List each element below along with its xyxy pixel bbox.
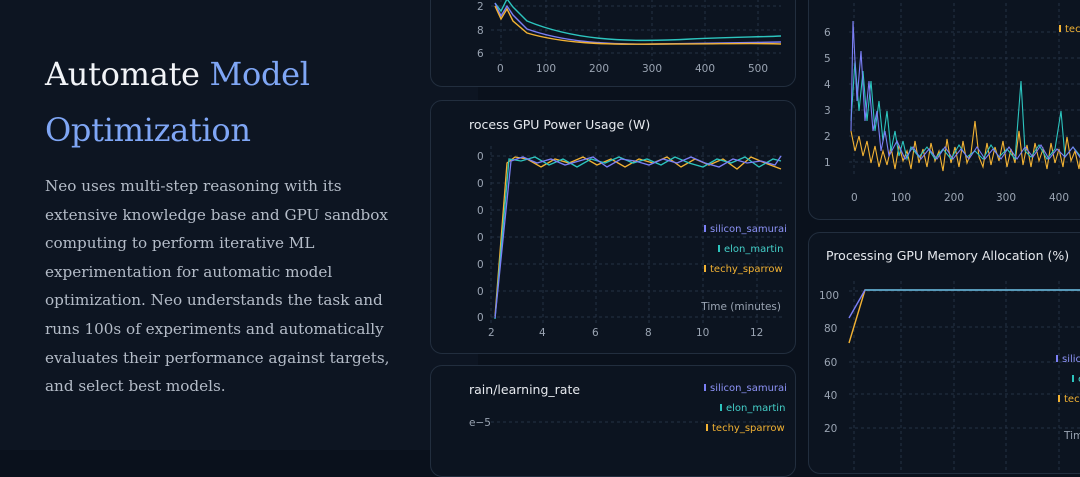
series-silicon-samurai xyxy=(848,289,1080,319)
y-tick: 8 xyxy=(477,25,484,37)
chart-panel-loss: 2 8 6 0 100 200 300 400 500 xyxy=(430,0,796,87)
legend-item: elon_martin xyxy=(724,244,783,255)
series-elon-martin xyxy=(494,156,782,320)
y-tick: 0 xyxy=(477,259,484,271)
legend-item-partial: e xyxy=(1078,374,1080,385)
x-tick: 200 xyxy=(589,63,609,75)
y-tick: 0 xyxy=(477,205,484,217)
legend-item-partial: tec xyxy=(1065,24,1080,35)
x-tick: 300 xyxy=(996,192,1016,204)
chart-panel-gpu-power: rocess GPU Power Usage (W) 0 0 0 0 0 0 0… xyxy=(430,100,796,354)
y-tick: 2 xyxy=(824,131,831,143)
x-axis-label-partial: Tim xyxy=(1063,430,1080,442)
x-tick: 300 xyxy=(642,63,662,75)
series-techy-sparrow xyxy=(848,289,1080,344)
legend-item: elon_martin xyxy=(726,403,785,414)
y-tick: 40 xyxy=(824,390,837,402)
y-tick: 0 xyxy=(477,286,484,298)
chart-title: Processing GPU Memory Allocation (%) xyxy=(826,248,1069,263)
hero-title-line2: Optimization xyxy=(45,111,251,149)
legend-item: silicon_samurai xyxy=(710,224,787,235)
x-tick: 4 xyxy=(539,327,546,339)
x-tick: 100 xyxy=(891,192,911,204)
y-tick: 4 xyxy=(824,79,831,91)
x-tick: 100 xyxy=(536,63,556,75)
legend-item: techy_sparrow xyxy=(710,264,783,275)
y-tick: 20 xyxy=(824,423,837,435)
x-tick: 400 xyxy=(1049,192,1069,204)
y-tick: 0 xyxy=(477,178,484,190)
x-tick: 400 xyxy=(695,63,715,75)
hero-title: Automate Model Optimization xyxy=(45,46,310,158)
hero-title-part1: Automate xyxy=(45,55,210,93)
chart-panel-learning-rate: rain/learning_rate e−5 silicon_samurai e… xyxy=(430,365,796,477)
y-tick: 0 xyxy=(477,232,484,244)
series-elon-martin xyxy=(494,0,782,42)
y-tick: 100 xyxy=(819,290,839,302)
chart-title: rocess GPU Power Usage (W) xyxy=(469,117,650,132)
x-tick: 12 xyxy=(750,327,763,339)
x-tick: 10 xyxy=(696,327,709,339)
y-tick: 6 xyxy=(477,48,484,60)
legend-item-partial: silic xyxy=(1062,354,1080,365)
y-tick: 3 xyxy=(824,105,831,117)
y-tick: 6 xyxy=(824,27,831,39)
legend-item-partial: tech xyxy=(1064,394,1080,405)
y-tick: 0 xyxy=(477,151,484,163)
chart-panel-gpu-memory: Processing GPU Memory Allocation (%) 100… xyxy=(808,232,1080,474)
series-elon-martin xyxy=(850,60,1080,162)
x-tick: 8 xyxy=(645,327,652,339)
x-tick: 6 xyxy=(592,327,599,339)
y-tick: 5 xyxy=(824,53,831,65)
series-techy-sparrow xyxy=(494,5,782,45)
series-techy-sparrow xyxy=(850,120,1080,172)
legend-item: silicon_samurai xyxy=(710,383,787,394)
x-tick: 200 xyxy=(944,192,964,204)
x-tick: 0 xyxy=(851,192,858,204)
y-tick: 1 xyxy=(824,157,831,169)
x-tick: 0 xyxy=(497,63,504,75)
legend-item: techy_sparrow xyxy=(712,423,785,434)
x-tick: 500 xyxy=(748,63,768,75)
chart-panel-right-top: 6 5 4 3 2 1 0 100 200 300 400 tec xyxy=(808,0,1080,220)
chart-title: rain/learning_rate xyxy=(469,382,580,397)
hero-description: Neo uses multi-step reasoning with its e… xyxy=(45,177,390,396)
y-tick: 80 xyxy=(824,323,837,335)
series-silicon-samurai xyxy=(494,155,782,319)
x-axis-label: Time (minutes) xyxy=(700,301,781,313)
series-silicon-samurai xyxy=(850,20,1080,161)
x-tick: 2 xyxy=(488,327,495,339)
series-silicon-samurai xyxy=(494,2,782,45)
hero-section: Automate Model Optimization Neo uses mult… xyxy=(0,0,478,450)
y-tick: 0 xyxy=(477,312,484,324)
y-tick: e−5 xyxy=(469,417,491,429)
y-tick: 60 xyxy=(824,357,837,369)
hero-title-accent: Model xyxy=(209,55,311,93)
y-tick: 2 xyxy=(477,1,484,13)
